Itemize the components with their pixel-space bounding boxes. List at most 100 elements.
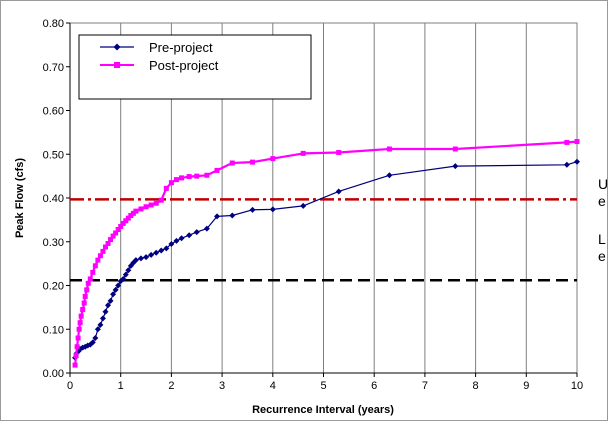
- data-point-post-project: [270, 156, 276, 162]
- data-point-post-project: [125, 215, 131, 221]
- data-point-post-project: [72, 362, 78, 368]
- data-point-pre-project: [97, 321, 104, 328]
- data-point-post-project: [100, 248, 106, 254]
- data-point-pre-project: [89, 339, 96, 346]
- data-point-pre-project: [178, 235, 185, 242]
- data-point-post-project: [204, 172, 210, 178]
- data-point-pre-project: [214, 213, 221, 220]
- data-point-post-project: [87, 276, 93, 282]
- x-tick-label: 6: [371, 380, 377, 392]
- data-point-pre-project: [168, 240, 175, 247]
- data-point-post-project: [95, 257, 101, 263]
- data-point-pre-project: [563, 161, 570, 168]
- data-point-post-project: [75, 335, 81, 341]
- data-point-post-project: [158, 197, 164, 203]
- reference-lines: [70, 198, 577, 282]
- data-point-post-project: [214, 167, 220, 173]
- y-axis-label: Peak Flow (cfs): [14, 158, 26, 238]
- legend: Pre-project Post-project: [78, 34, 312, 100]
- data-point-post-project: [564, 139, 570, 145]
- data-point-pre-project: [120, 275, 127, 282]
- data-point-pre-project: [110, 291, 117, 298]
- y-tick-label: 0.30: [43, 237, 64, 249]
- data-point-post-project: [80, 307, 86, 313]
- x-tick-label: 3: [219, 380, 225, 392]
- data-point-post-project: [82, 293, 88, 299]
- data-point-post-project: [92, 263, 98, 269]
- data-point-pre-project: [300, 202, 307, 209]
- data-point-pre-project: [148, 251, 155, 258]
- data-point-post-project: [148, 202, 154, 208]
- x-tick-label: 9: [523, 380, 529, 392]
- data-point-pre-project: [203, 225, 210, 232]
- data-point-post-project: [97, 253, 103, 259]
- data-point-pre-project: [92, 335, 99, 341]
- x-axis-label: Recurrence Interval (years): [252, 404, 394, 416]
- y-tick-label: 0.40: [43, 193, 64, 205]
- data-point-post-project: [74, 344, 80, 350]
- x-tick-label: 1: [118, 380, 124, 392]
- data-point-post-project: [115, 227, 121, 232]
- data-point-pre-project: [452, 163, 459, 170]
- lower-threshold-note: L e: [598, 231, 606, 264]
- data-point-pre-project: [105, 302, 112, 309]
- upper-threshold-note: U e: [598, 176, 608, 209]
- data-point-pre-project: [132, 257, 139, 264]
- data-point-post-project: [84, 287, 90, 293]
- data-point-pre-project: [137, 255, 144, 262]
- data-point-post-project: [128, 213, 134, 218]
- data-point-pre-project: [125, 267, 132, 274]
- data-point-pre-project: [574, 158, 580, 165]
- data-point-pre-project: [173, 237, 180, 244]
- data-point-pre-project: [107, 297, 114, 304]
- data-point-post-project: [300, 150, 306, 156]
- data-point-post-project: [120, 220, 126, 226]
- data-point-post-project: [250, 159, 256, 165]
- data-point-pre-project: [158, 247, 165, 254]
- data-point-pre-project: [112, 286, 119, 293]
- data-point-post-project: [118, 223, 124, 229]
- x-tick-label: 8: [473, 380, 479, 392]
- legend-marker-pre-project: [113, 43, 121, 51]
- data-point-post-project: [194, 173, 200, 179]
- data-point-post-project: [108, 237, 114, 243]
- data-point-post-project: [123, 218, 129, 224]
- data-point-post-project: [452, 146, 458, 152]
- data-point-post-project: [76, 326, 82, 332]
- data-point-pre-project: [99, 315, 106, 322]
- data-point-post-project: [386, 146, 392, 152]
- legend-marker-post-project: [114, 62, 120, 68]
- data-point-post-project: [143, 204, 149, 210]
- data-point-pre-project: [386, 172, 393, 179]
- data-point-post-project: [229, 160, 235, 166]
- tick-labels: 0 1 2 3 4 5 6 7 8 9 10 0.00 0.10 0.20 0.30 0.40 0.50 0.60…: [43, 18, 584, 392]
- data-point-pre-project: [269, 206, 276, 213]
- data-point-post-project: [173, 177, 179, 183]
- data-point-post-project: [77, 320, 83, 326]
- data-point-pre-project: [249, 206, 256, 213]
- data-point-post-project: [138, 206, 144, 212]
- data-point-post-project: [73, 353, 79, 358]
- data-point-pre-project: [163, 245, 170, 252]
- data-point-post-project: [110, 233, 116, 239]
- data-point-post-project: [90, 269, 96, 275]
- data-point-pre-project: [122, 271, 129, 278]
- data-point-post-project: [102, 244, 108, 250]
- data-point-post-project: [163, 185, 169, 191]
- x-tick-label: 0: [67, 380, 73, 392]
- data-point-post-project: [130, 210, 136, 216]
- data-point-pre-project: [335, 188, 342, 195]
- data-point-pre-project: [115, 282, 122, 289]
- data-point-pre-project: [143, 254, 150, 261]
- series-layer: [72, 139, 580, 368]
- data-point-pre-project: [186, 232, 193, 239]
- x-tick-label: 7: [422, 380, 428, 392]
- data-point-post-project: [186, 174, 192, 180]
- data-point-pre-project: [153, 249, 160, 256]
- data-point-post-project: [179, 175, 185, 181]
- data-point-post-project: [168, 180, 174, 186]
- legend-label-pre-project: Pre-project: [149, 40, 213, 55]
- y-tick-label: 0.10: [43, 324, 64, 336]
